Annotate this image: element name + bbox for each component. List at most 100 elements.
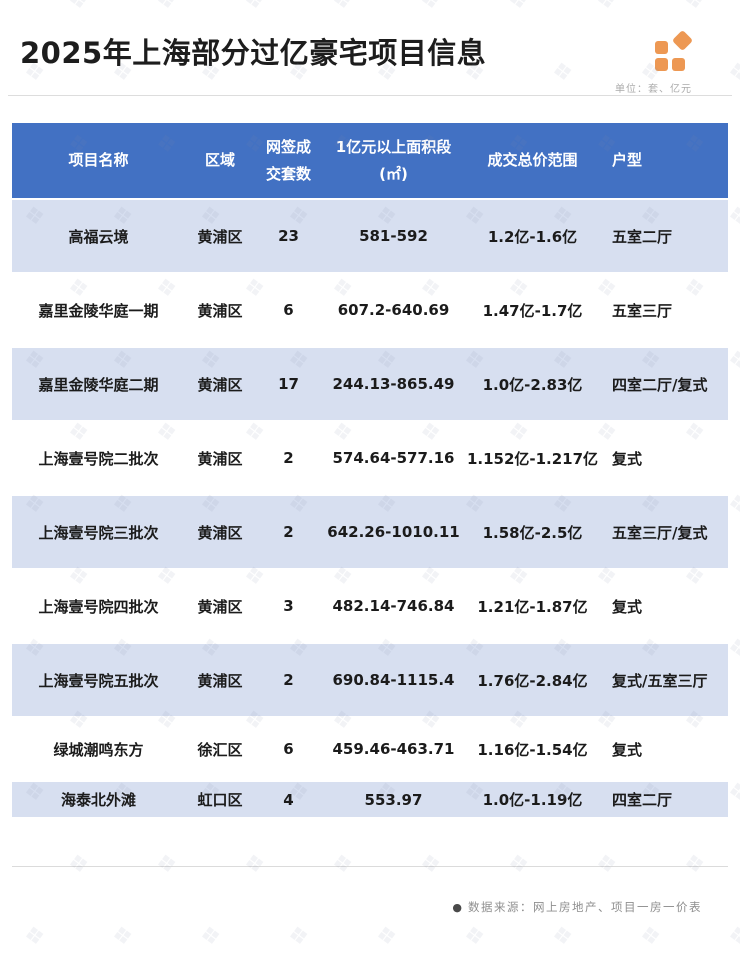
table-cell: 3 bbox=[255, 570, 322, 644]
table-cell: 1.0亿-1.19亿 bbox=[465, 782, 600, 817]
table-row: 上海壹号院四批次 黄浦区 3 482.14-746.84 1.21亿-1.87亿 复式 bbox=[12, 570, 728, 644]
table-cell: 1.0亿-2.83亿 bbox=[465, 348, 600, 422]
table-cell: 2 bbox=[255, 644, 322, 718]
data-source-text: 数据来源：网上房地产、项目一房一价表 bbox=[468, 900, 702, 914]
table-cell: 581-592 bbox=[322, 200, 465, 274]
unit-note: 单位：套、亿元 bbox=[615, 84, 692, 95]
footer-divider bbox=[12, 866, 728, 867]
watermark-icon: ❖ bbox=[242, 0, 268, 16]
watermark-icon: ❖ bbox=[726, 776, 740, 808]
table-cell: 574.64-577.16 bbox=[322, 422, 465, 496]
watermark-icon: ❖ bbox=[286, 920, 312, 952]
watermark-icon: ❖ bbox=[506, 848, 532, 880]
table-cell: 黄浦区 bbox=[185, 274, 255, 348]
column-header: 网签成 交套数 bbox=[255, 123, 322, 200]
table-cell: 黄浦区 bbox=[185, 644, 255, 718]
watermark-icon: ❖ bbox=[0, 128, 4, 160]
watermark-icon: ❖ bbox=[242, 848, 268, 880]
watermark-icon: ❖ bbox=[66, 848, 92, 880]
table-row: 海泰北外滩 虹口区 4 553.97 1.0亿-1.19亿 四室二厅 bbox=[12, 782, 728, 817]
title-divider bbox=[8, 95, 732, 96]
table-cell: 复式 bbox=[600, 422, 728, 496]
table-row: 嘉里金陵华庭二期 黄浦区 17 244.13-865.49 1.0亿-2.83亿 四室二厅… bbox=[12, 348, 728, 422]
brand-logo-icon bbox=[655, 29, 694, 71]
page-title: 2025年上海部分过亿豪宅项目信息 bbox=[20, 36, 487, 70]
table-cell: 1.76亿-2.84亿 bbox=[465, 644, 600, 718]
logo-diamond-top-right bbox=[671, 29, 694, 52]
table-cell: 五室三厅/复式 bbox=[600, 496, 728, 570]
watermark-icon: ❖ bbox=[198, 920, 224, 952]
table-cell: 四室二厅 bbox=[600, 782, 728, 817]
table-cell: 1.47亿-1.7亿 bbox=[465, 274, 600, 348]
table-cell: 高福云境 bbox=[12, 200, 185, 274]
watermark-icon: ❖ bbox=[594, 0, 620, 16]
watermark-icon: ❖ bbox=[506, 0, 532, 16]
table-cell: 黄浦区 bbox=[185, 348, 255, 422]
table-cell: 642.26-1010.11 bbox=[322, 496, 465, 570]
table-row: 上海壹号院五批次 黄浦区 2 690.84-1115.4 1.76亿-2.84亿 复式/五… bbox=[12, 644, 728, 718]
table-cell: 4 bbox=[255, 782, 322, 817]
watermark-icon: ❖ bbox=[0, 0, 4, 16]
table-cell: 459.46-463.71 bbox=[322, 718, 465, 782]
column-header: 项目名称 bbox=[12, 123, 185, 200]
watermark-icon: ❖ bbox=[638, 920, 664, 952]
table-cell: 607.2-640.69 bbox=[322, 274, 465, 348]
table-cell: 1.152亿-1.217亿 bbox=[465, 422, 600, 496]
watermark-icon: ❖ bbox=[0, 416, 4, 448]
watermark-icon: ❖ bbox=[462, 920, 488, 952]
table-cell: 482.14-746.84 bbox=[322, 570, 465, 644]
logo-square-bottom-right bbox=[672, 58, 685, 71]
table-body: 高福云境 黄浦区 23 581-592 1.2亿-1.6亿 五室二厅 嘉里金陵华庭一期 黄浦区… bbox=[12, 200, 728, 817]
table-cell: 1.2亿-1.6亿 bbox=[465, 200, 600, 274]
table-cell: 17 bbox=[255, 348, 322, 422]
table-cell: 2 bbox=[255, 496, 322, 570]
table-cell: 6 bbox=[255, 718, 322, 782]
watermark-icon: ❖ bbox=[726, 632, 740, 664]
table-cell: 黄浦区 bbox=[185, 200, 255, 274]
watermark-icon: ❖ bbox=[726, 200, 740, 232]
table-cell: 上海壹号院四批次 bbox=[12, 570, 185, 644]
table-cell: 1.16亿-1.54亿 bbox=[465, 718, 600, 782]
watermark-icon: ❖ bbox=[0, 560, 4, 592]
watermark-icon: ❖ bbox=[726, 920, 740, 952]
watermark-icon: ❖ bbox=[682, 848, 708, 880]
watermark-icon: ❖ bbox=[0, 272, 4, 304]
watermark-icon: ❖ bbox=[330, 0, 356, 16]
watermark-icon: ❖ bbox=[154, 0, 180, 16]
table-cell: 五室三厅 bbox=[600, 274, 728, 348]
watermark-icon: ❖ bbox=[0, 704, 4, 736]
watermark-icon: ❖ bbox=[726, 56, 740, 88]
table-cell: 上海壹号院五批次 bbox=[12, 644, 185, 718]
table-header-row: 项目名称 区域 网签成 交套数 1亿元以上面积段 (㎡) 成交总价范围 户型 bbox=[12, 123, 728, 200]
column-header: 1亿元以上面积段 (㎡) bbox=[322, 123, 465, 200]
watermark-icon: ❖ bbox=[418, 0, 444, 16]
table-cell: 海泰北外滩 bbox=[12, 782, 185, 817]
table-cell: 553.97 bbox=[322, 782, 465, 817]
table-cell: 上海壹号院三批次 bbox=[12, 496, 185, 570]
table-cell: 四室二厅/复式 bbox=[600, 348, 728, 422]
logo-square-top-left bbox=[655, 41, 668, 54]
table-cell: 嘉里金陵华庭二期 bbox=[12, 348, 185, 422]
table-cell: 黄浦区 bbox=[185, 422, 255, 496]
table-cell: 2 bbox=[255, 422, 322, 496]
watermark-icon: ❖ bbox=[550, 56, 576, 88]
watermark-icon: ❖ bbox=[154, 848, 180, 880]
watermark-icon: ❖ bbox=[682, 0, 708, 16]
table-cell: 黄浦区 bbox=[185, 570, 255, 644]
bullet-icon: ● bbox=[452, 901, 462, 914]
table-cell: 244.13-865.49 bbox=[322, 348, 465, 422]
table-cell: 690.84-1115.4 bbox=[322, 644, 465, 718]
table-cell: 复式/五室三厅 bbox=[600, 644, 728, 718]
watermark-icon: ❖ bbox=[374, 920, 400, 952]
table-cell: 复式 bbox=[600, 718, 728, 782]
table-cell: 6 bbox=[255, 274, 322, 348]
table-cell: 五室二厅 bbox=[600, 200, 728, 274]
table-row: 上海壹号院二批次 黄浦区 2 574.64-577.16 1.152亿-1.217亿 复式 bbox=[12, 422, 728, 496]
logo-square-bottom-left bbox=[655, 58, 668, 71]
watermark-icon: ❖ bbox=[418, 848, 444, 880]
watermark-icon: ❖ bbox=[0, 848, 4, 880]
watermark-icon: ❖ bbox=[726, 488, 740, 520]
table-cell: 1.58亿-2.5亿 bbox=[465, 496, 600, 570]
table-cell: 徐汇区 bbox=[185, 718, 255, 782]
column-header: 区域 bbox=[185, 123, 255, 200]
